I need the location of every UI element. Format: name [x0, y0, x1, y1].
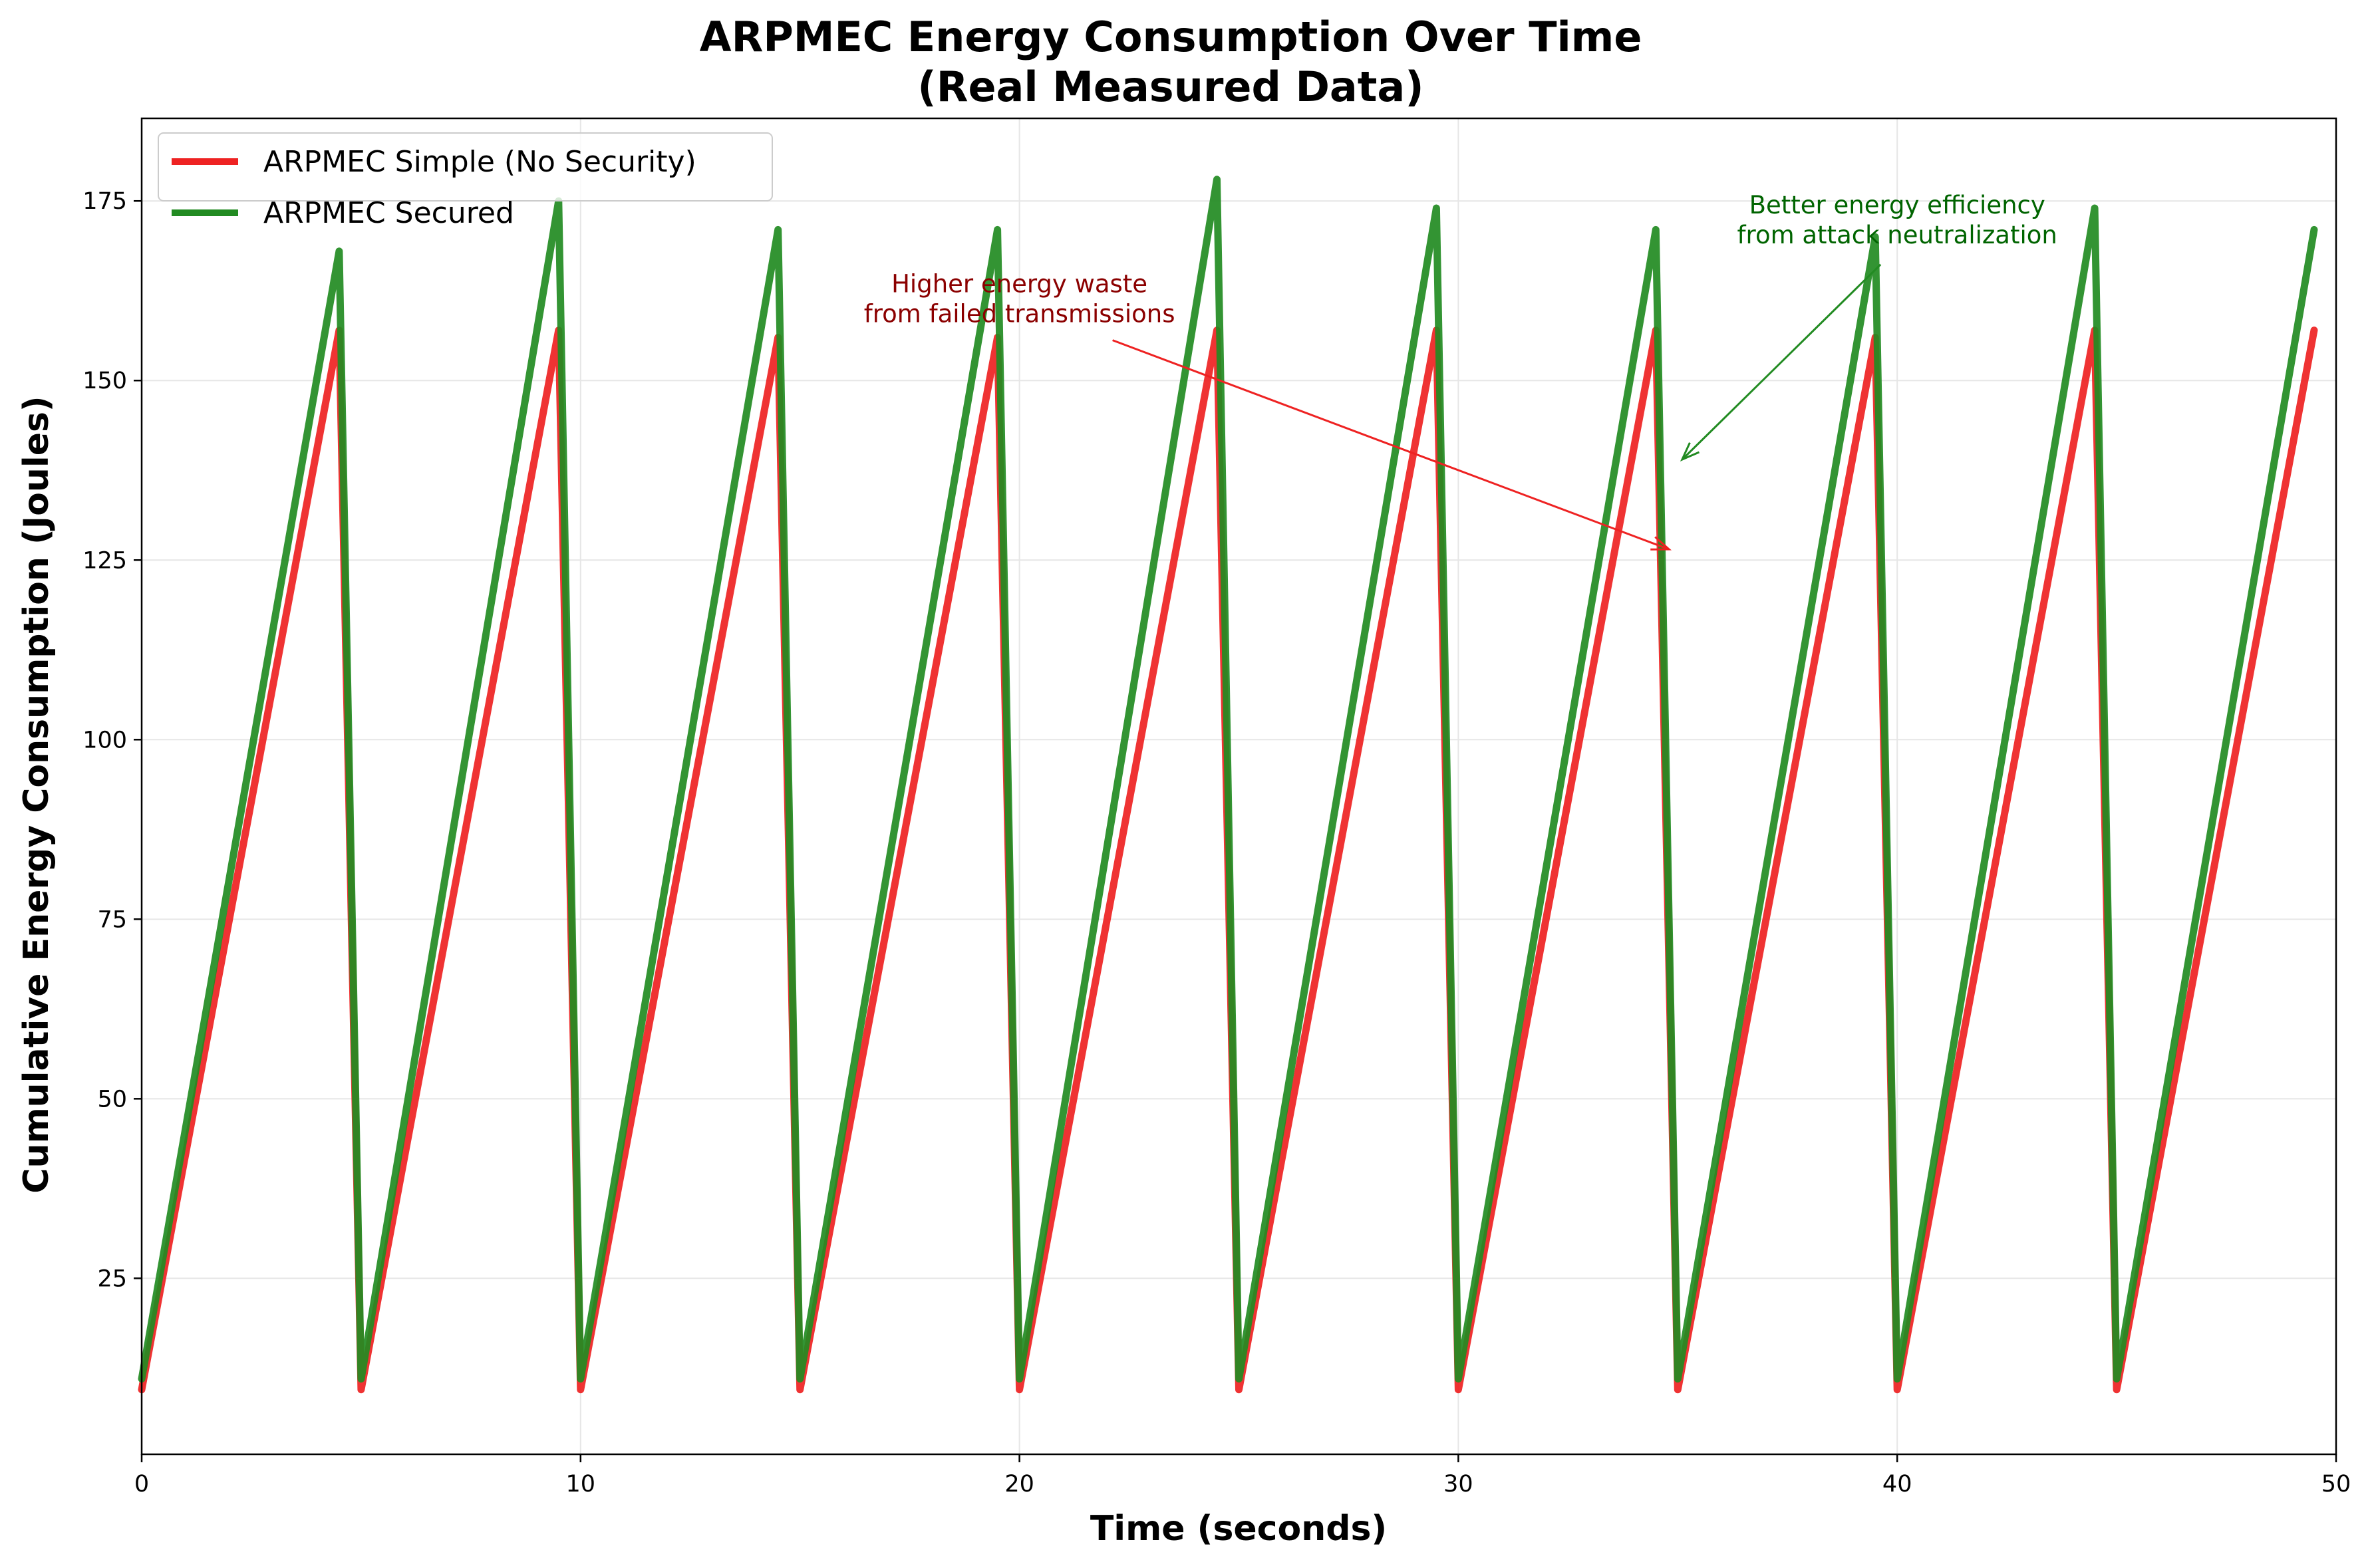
- annotation-failed-transmissions-line2: from failed transmissions: [864, 300, 1175, 328]
- annotation-failed-transmissions-line1: Higher energy waste: [891, 270, 1147, 299]
- chart-title-line2: (Real Measured Data): [917, 63, 1423, 111]
- legend-label-secured: ARPMEC Secured: [263, 196, 514, 230]
- annotation-arrow-shaft: [1112, 339, 1670, 551]
- x-tick-label: 50: [2321, 1471, 2351, 1498]
- y-tick-label: 175: [82, 188, 127, 215]
- series-layer: [138, 176, 2318, 1394]
- legend-label-simple: ARPMEC Simple (No Security): [263, 145, 696, 179]
- annotation-arrow-head: [1650, 536, 1672, 551]
- y-axis-ticks: 25 50 75 100 125 150 175: [82, 188, 142, 1292]
- x-axis-label: Time (seconds): [1090, 1509, 1387, 1549]
- x-tick-label: 20: [1004, 1471, 1034, 1498]
- x-tick-label: 10: [566, 1471, 596, 1498]
- grid-lines: [141, 118, 2337, 1454]
- annotations: Higher energy waste from failed transmis…: [864, 191, 2057, 551]
- x-tick-label: 30: [1443, 1471, 1473, 1498]
- annotation-attack-neutralization-line2: from attack neutralization: [1737, 221, 2057, 249]
- y-tick-label: 50: [97, 1086, 127, 1112]
- annotation-arrow-head: [1680, 442, 1700, 461]
- y-tick-label: 75: [97, 906, 127, 933]
- x-tick-label: 40: [1882, 1471, 1912, 1498]
- annotation-arrow-shaft: [1681, 263, 1882, 461]
- legend-box: [158, 132, 773, 201]
- y-tick-label: 125: [82, 547, 127, 574]
- legend: ARPMEC Simple (No Security) ARPMEC Secur…: [158, 132, 773, 230]
- y-tick-label: 150: [82, 368, 127, 394]
- series-line-secured: [138, 176, 2318, 1383]
- y-tick-label: 25: [97, 1265, 127, 1292]
- chart-title-line1: ARPMEC Energy Consumption Over Time: [700, 13, 1642, 61]
- x-tick-label: 0: [134, 1471, 149, 1498]
- y-tick-label: 100: [82, 727, 127, 753]
- plot-frame: [140, 117, 2337, 1456]
- y-axis-label: Cumulative Energy Consumption (Joules): [17, 396, 57, 1193]
- x-axis-ticks: 0 10 20 30 40 50: [134, 1454, 2351, 1498]
- annotation-attack-neutralization-line1: Better energy efficiency: [1749, 191, 2045, 219]
